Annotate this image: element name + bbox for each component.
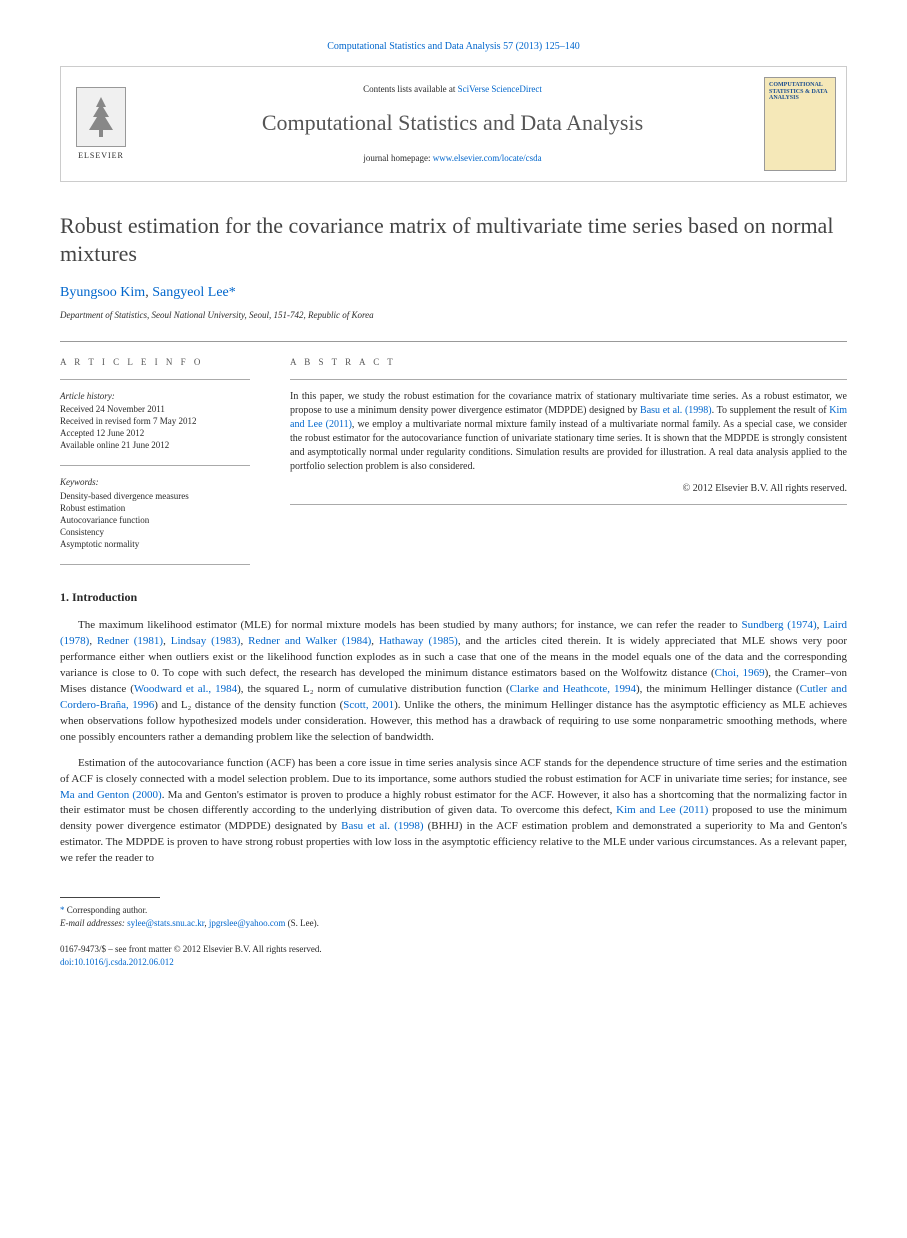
email-1[interactable]: sylee@stats.snu.ac.kr [127, 918, 204, 928]
cover-title: COMPUTATIONAL STATISTICS & DATA ANALYSIS [769, 82, 831, 102]
journal-name: Computational Statistics and Data Analys… [141, 108, 764, 139]
keyword: Autocovariance function [60, 514, 250, 526]
ref-basu[interactable]: Basu et al. (1998) [640, 405, 712, 416]
homepage-link[interactable]: www.elsevier.com/locate/csda [433, 153, 542, 163]
copyright: © 2012 Elsevier B.V. All rights reserved… [290, 482, 847, 496]
footnote: * Corresponding author. E-mail addresses… [60, 904, 847, 929]
ref-basu[interactable]: Basu et al. (1998) [341, 820, 423, 832]
ref-lindsay[interactable]: Lindsay (1983) [171, 635, 241, 647]
contents-line: Contents lists available at SciVerse Sci… [141, 83, 764, 96]
keyword: Robust estimation [60, 502, 250, 514]
abstract-text: In this paper, we study the robust estim… [290, 390, 847, 474]
doi-link[interactable]: 10.1016/j.csda.2012.06.012 [74, 957, 174, 967]
abstract: A B S T R A C T In this paper, we study … [290, 356, 847, 565]
corresponding-star-icon: * [229, 285, 236, 300]
history-item: Accepted 12 June 2012 [60, 427, 250, 439]
header-center: Contents lists available at SciVerse Sci… [141, 83, 764, 165]
author-1[interactable]: Byungsoo Kim [60, 285, 145, 300]
section-1-heading: 1. Introduction [60, 589, 847, 606]
info-label: A R T I C L E I N F O [60, 356, 250, 369]
text: ), the minimum Hellinger distance ( [636, 683, 800, 695]
body-para-2: Estimation of the autocovariance functio… [60, 756, 847, 868]
keyword: Consistency [60, 526, 250, 538]
email-label: E-mail addresses: [60, 918, 127, 928]
ref-rednerwalker[interactable]: Redner and Walker (1984) [248, 635, 371, 647]
text: , [89, 635, 97, 647]
text: Estimation of the autocovariance functio… [60, 757, 847, 785]
sciencedirect-link[interactable]: SciVerse ScienceDirect [458, 84, 542, 94]
affiliation: Department of Statistics, Seoul National… [60, 309, 847, 322]
authors: Byungsoo Kim, Sangyeol Lee* [60, 283, 847, 303]
article-title: Robust estimation for the covariance mat… [60, 212, 847, 267]
journal-header: ELSEVIER Contents lists available at Sci… [60, 66, 847, 182]
article-history: Article history: Received 24 November 20… [60, 390, 250, 452]
email-2[interactable]: jpgrslee@yahoo.com [209, 918, 286, 928]
history-heading: Article history: [60, 390, 250, 402]
text: , [163, 635, 171, 647]
ref-woodward[interactable]: Woodward et al., 1984 [134, 683, 237, 695]
ref-scott[interactable]: Scott, 2001 [343, 699, 394, 711]
ref-choi[interactable]: Choi, 1969 [715, 667, 765, 679]
abstract-label: A B S T R A C T [290, 356, 847, 369]
keywords-heading: Keywords: [60, 476, 250, 488]
email-tail: (S. Lee). [285, 918, 319, 928]
top-citation: Computational Statistics and Data Analys… [60, 40, 847, 54]
text: , [371, 635, 379, 647]
footnote-rule [60, 897, 160, 898]
text: The maximum likelihood estimator (MLE) f… [78, 619, 742, 631]
citation-link[interactable]: Computational Statistics and Data Analys… [327, 41, 579, 52]
body-para-1: The maximum likelihood estimator (MLE) f… [60, 618, 847, 746]
elsevier-tree-icon [76, 87, 126, 147]
homepage-prefix: journal homepage: [363, 153, 432, 163]
ref-clarke[interactable]: Clarke and Heathcote, 1994 [510, 683, 636, 695]
abstract-span: . To supplement the result of [712, 405, 830, 416]
corresponding-label: Corresponding author. [67, 905, 148, 915]
history-item: Received in revised form 7 May 2012 [60, 415, 250, 427]
author-2[interactable]: Sangyeol Lee [152, 285, 229, 300]
star-icon: * [60, 905, 67, 915]
bottom-info: 0167-9473/$ – see front matter © 2012 El… [60, 943, 847, 968]
divider [60, 341, 847, 342]
text: ), the squared L₂ norm of cumulative dis… [237, 683, 509, 695]
info-abstract-row: A R T I C L E I N F O Article history: R… [60, 356, 847, 565]
ref-hathaway[interactable]: Hathaway (1985) [379, 635, 458, 647]
ref-magenton[interactable]: Ma and Genton (2000) [60, 789, 162, 801]
history-item: Available online 21 June 2012 [60, 439, 250, 451]
keywords: Keywords: Density-based divergence measu… [60, 476, 250, 550]
history-item: Received 24 November 2011 [60, 403, 250, 415]
ref-redner[interactable]: Redner (1981) [97, 635, 163, 647]
elsevier-logo: ELSEVIER [61, 87, 141, 161]
journal-cover-thumb: COMPUTATIONAL STATISTICS & DATA ANALYSIS [764, 77, 836, 171]
keyword: Asymptotic normality [60, 538, 250, 550]
doi-prefix: doi: [60, 957, 74, 967]
text: ) and L₂ distance of the density functio… [154, 699, 343, 711]
issn: 0167-9473/$ – see front matter © 2012 El… [60, 943, 847, 956]
abstract-span: , we employ a multivariate normal mixtur… [290, 419, 847, 472]
ref-kimlee[interactable]: Kim and Lee (2011) [616, 804, 708, 816]
keyword: Density-based divergence measures [60, 490, 250, 502]
elsevier-label: ELSEVIER [71, 150, 131, 161]
homepage-line: journal homepage: www.elsevier.com/locat… [141, 152, 764, 165]
article-info: A R T I C L E I N F O Article history: R… [60, 356, 250, 565]
ref-sundberg[interactable]: Sundberg (1974) [742, 619, 817, 631]
contents-prefix: Contents lists available at [363, 84, 457, 94]
